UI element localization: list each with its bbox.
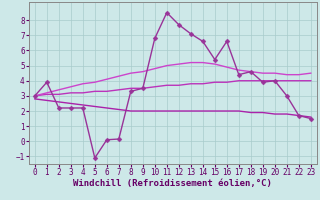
X-axis label: Windchill (Refroidissement éolien,°C): Windchill (Refroidissement éolien,°C) [73,179,272,188]
